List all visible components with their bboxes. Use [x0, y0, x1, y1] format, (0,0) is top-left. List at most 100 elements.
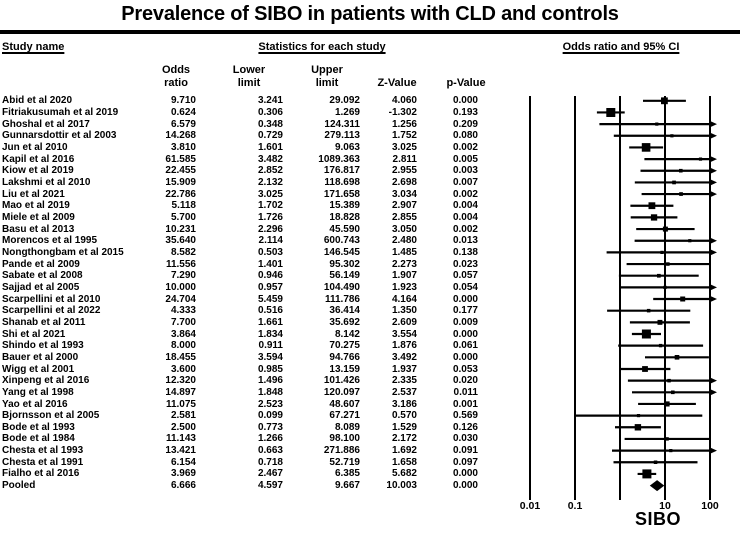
p-value: 0.001	[452, 398, 478, 410]
odds-ratio-value: 18.455	[165, 351, 196, 363]
col-header-upper-line2: limit	[315, 77, 339, 89]
study-name: Bauer et al 2000	[2, 351, 79, 363]
upper-limit-value: 9.063	[334, 141, 360, 153]
ci-clip-arrow-right-icon	[709, 295, 717, 303]
lower-limit-value: 1.702	[257, 200, 283, 212]
upper-limit-value: 111.786	[324, 293, 360, 305]
z-value: 4.164	[391, 293, 417, 305]
odds-ratio-marker	[669, 449, 673, 453]
z-value: 1.752	[391, 130, 417, 142]
upper-limit-value: 8.142	[334, 328, 360, 340]
lower-limit-value: 2.467	[257, 468, 283, 480]
odds-ratio-marker	[606, 108, 616, 117]
study-name: Liu et al 2021	[2, 188, 65, 200]
col-header-lower-line2: limit	[237, 77, 261, 89]
z-value: 3.025	[391, 141, 417, 153]
z-value: 2.609	[391, 316, 417, 328]
odds-ratio-marker	[663, 285, 667, 289]
odds-ratio-marker	[642, 366, 648, 372]
odds-ratio-value: 6.579	[170, 118, 196, 130]
upper-limit-value: 70.275	[329, 340, 360, 352]
upper-limit-value: 35.692	[329, 316, 360, 328]
odds-ratio-value: 15.909	[165, 176, 196, 188]
odds-ratio-value: 4.333	[170, 305, 196, 317]
z-value: 3.554	[391, 328, 417, 340]
study-name: Jun et al 2010	[2, 141, 68, 153]
p-value: 0.209	[452, 118, 478, 130]
p-value: 0.002	[452, 188, 478, 200]
ci-clip-arrow-right-icon	[709, 248, 717, 256]
p-value: 0.020	[452, 375, 478, 387]
lower-limit-value: 1.496	[257, 375, 283, 387]
odds-ratio-value: 7.290	[170, 270, 196, 282]
odds-ratio-value: 6.154	[170, 456, 196, 468]
study-name: Mao et al 2019	[2, 200, 70, 212]
upper-limit-value: 6.385	[334, 468, 360, 480]
odds-ratio-marker	[657, 319, 663, 325]
odds-ratio-marker	[666, 262, 670, 266]
lower-limit-value: 0.729	[257, 130, 283, 142]
p-value: 0.004	[452, 211, 478, 223]
study-name: Bode et al 1993	[2, 421, 75, 433]
pooled-diamond	[649, 480, 665, 492]
pooled-study-name: Pooled	[2, 480, 36, 492]
odds-ratio-marker	[670, 134, 674, 138]
lower-limit-value: 1.726	[257, 211, 283, 223]
z-value: 2.907	[391, 200, 417, 212]
ci-clip-arrow-right-icon	[709, 237, 717, 245]
p-value: 0.061	[452, 340, 478, 352]
figure-title: Prevalence of SIBO in patients with CLD …	[121, 3, 619, 25]
lower-limit-value: 0.718	[257, 456, 283, 468]
odds-ratio-value: 3.969	[170, 468, 196, 480]
p-value: 0.054	[452, 281, 478, 293]
upper-limit-value: 18.828	[329, 211, 360, 223]
odds-ratio-value: 11.143	[165, 433, 196, 445]
upper-limit-value: 67.271	[329, 410, 360, 422]
upper-limit-value: 120.097	[323, 386, 360, 398]
study-name: Kiow et al 2019	[2, 165, 74, 177]
odds-ratio-marker	[658, 343, 663, 348]
upper-limit-value: 98.100	[329, 433, 360, 445]
col-header-lower-line1: Lower	[232, 64, 266, 76]
odds-ratio-marker	[657, 273, 661, 278]
odds-ratio-value: 2.581	[170, 410, 196, 422]
p-value: 0.002	[452, 141, 478, 153]
p-value: 0.013	[452, 235, 478, 247]
odds-ratio-value: 22.455	[165, 165, 196, 177]
statistics-header: Statistics for each study	[258, 41, 386, 53]
ci-clip-arrow-right-icon	[709, 179, 717, 186]
lower-limit-value: 1.661	[257, 316, 283, 328]
p-value: 0.000	[452, 468, 478, 480]
odds-ratio-value: 9.710	[170, 95, 196, 107]
z-value: 3.034	[391, 188, 417, 200]
upper-limit-value: 15.389	[329, 200, 360, 212]
col-header-odds-line1: Odds	[161, 64, 191, 76]
lower-limit-value: 3.594	[257, 351, 283, 363]
p-value: 0.000	[452, 293, 478, 305]
odds-ratio-value: 3.864	[170, 328, 196, 340]
study-name: Bode et al 1984	[2, 433, 75, 445]
odds-ratio-marker	[650, 214, 658, 221]
upper-limit-value: 8.089	[334, 421, 360, 433]
odds-ratio-marker	[642, 469, 652, 479]
lower-limit-value: 0.773	[257, 421, 283, 433]
p-value: 0.002	[452, 223, 478, 235]
odds-ratio-value: 7.700	[170, 316, 196, 328]
odds-ratio-marker	[646, 308, 651, 313]
study-name: Shindo et al 1993	[2, 340, 84, 352]
odds-ratio-marker	[655, 122, 659, 126]
axis-tick-label: 0.01	[520, 500, 541, 512]
axis-tick-label: 100	[701, 500, 719, 512]
upper-limit-value: 118.698	[324, 176, 360, 188]
odds-ratio-value: 12.320	[165, 375, 196, 387]
odds-ratio-marker	[636, 414, 641, 418]
ci-clip-arrow-right-icon	[709, 190, 717, 198]
odds-ratio-value: 35.640	[165, 235, 196, 247]
upper-limit-value: 36.414	[329, 305, 360, 317]
pooled-p-value: 0.000	[452, 480, 478, 492]
upper-limit-value: 1.269	[334, 107, 360, 118]
study-name: Chesta et al 1991	[2, 456, 84, 468]
study-name: Pande et al 2009	[2, 258, 80, 270]
pooled-z-value: 10.003	[386, 480, 417, 492]
